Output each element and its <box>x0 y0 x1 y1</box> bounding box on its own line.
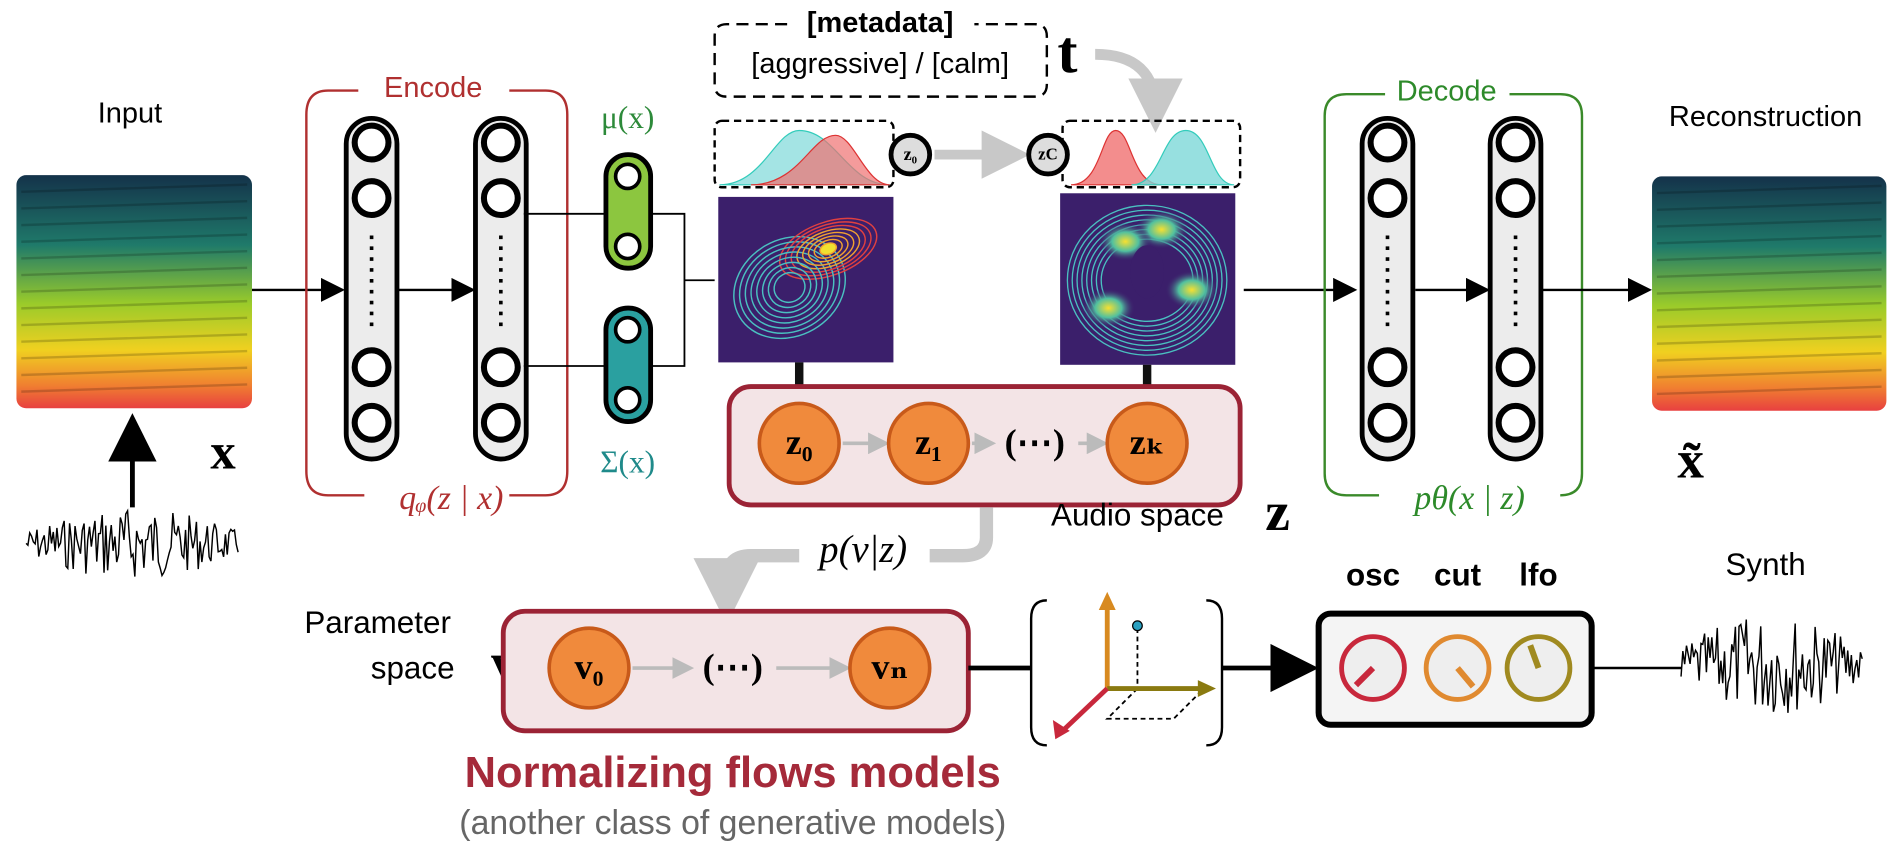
caption-subtitle: (another class of generative models) <box>459 804 1006 842</box>
gaussian <box>1131 130 1234 184</box>
metadata-tags: [aggressive] / [calm] <box>751 48 1009 80</box>
axis-head <box>1053 720 1070 739</box>
flow-node-label: v₀ <box>575 647 604 687</box>
knob-label: cut <box>1434 558 1482 593</box>
flow-node-label: z₁ <box>915 422 942 462</box>
hole <box>1130 245 1164 298</box>
metadata-symbol: t <box>1057 19 1077 86</box>
neuron <box>1371 406 1405 440</box>
knob-label: osc <box>1346 558 1400 593</box>
input-symbol: x <box>210 423 236 479</box>
axis-head <box>1198 680 1216 697</box>
synth-waveform <box>1681 620 1862 713</box>
neuron <box>1499 126 1533 160</box>
projection <box>1107 628 1204 719</box>
neuron <box>1499 406 1533 440</box>
hotspot <box>1165 271 1218 310</box>
flow-node-label: z₀ <box>786 422 813 462</box>
diagram: Input x Encode qᵩ(z | x) μ(x) Σ(x) [meta… <box>0 0 1898 848</box>
neuron <box>1371 181 1405 215</box>
hotspot <box>1082 289 1135 328</box>
axis-head <box>1099 592 1116 610</box>
output-title: Reconstruction <box>1669 101 1862 133</box>
synth-title: Synth <box>1725 547 1805 582</box>
decoder-distribution: pθ(x | z) <box>1412 480 1524 517</box>
knob-label: lfo <box>1519 558 1557 593</box>
audio-space-label: Audio space <box>1051 497 1224 532</box>
mu-label: μ(x) <box>601 100 654 135</box>
neuron <box>616 318 640 342</box>
encoder-title: Encode <box>384 72 482 104</box>
gaussian <box>1071 130 1162 184</box>
audio-space-symbol: z <box>1265 481 1290 543</box>
neuron <box>355 181 389 215</box>
encoder-distribution: qᵩ(z | x) <box>399 480 503 517</box>
decoder-title: Decode <box>1397 76 1497 108</box>
neuron <box>616 234 640 258</box>
axes-bracket <box>1031 600 1222 745</box>
metadata-title: [metadata] <box>807 7 954 39</box>
neuron <box>1499 181 1533 215</box>
caption-title: Normalizing flows models <box>465 749 1001 797</box>
point <box>1133 621 1143 631</box>
waveform-line <box>26 511 238 577</box>
z-start: z₀ <box>904 144 918 164</box>
parameter-label: space <box>371 651 455 686</box>
input-waveform <box>26 511 238 577</box>
axis <box>1063 689 1108 731</box>
z-end: zC <box>1038 145 1058 164</box>
neuron <box>484 406 518 440</box>
neuron <box>1371 350 1405 384</box>
flow-node-label: vₙ <box>871 647 908 687</box>
output-symbol: x̃ <box>1677 431 1704 489</box>
neuron <box>616 388 640 412</box>
neuron <box>355 350 389 384</box>
flow-node-label: zₖ <box>1130 422 1165 462</box>
arrow <box>1095 54 1155 111</box>
input-title: Input <box>98 97 162 129</box>
page: Input x Encode qᵩ(z | x) μ(x) Σ(x) [meta… <box>0 0 1898 848</box>
flow-node-label: (⋯) <box>1005 422 1065 462</box>
neuron <box>355 126 389 160</box>
neuron <box>355 406 389 440</box>
neuron <box>616 164 640 188</box>
waveform-line <box>1681 620 1862 713</box>
parameter-label: Parameter <box>304 605 451 640</box>
neuron <box>484 350 518 384</box>
neuron <box>484 181 518 215</box>
neuron <box>1371 126 1405 160</box>
neuron <box>484 126 518 160</box>
flow-node-label: (⋯) <box>703 647 763 687</box>
neuron <box>1499 350 1533 384</box>
sigma-label: Σ(x) <box>600 444 655 479</box>
mapping-label: p(v|z) <box>816 529 907 571</box>
